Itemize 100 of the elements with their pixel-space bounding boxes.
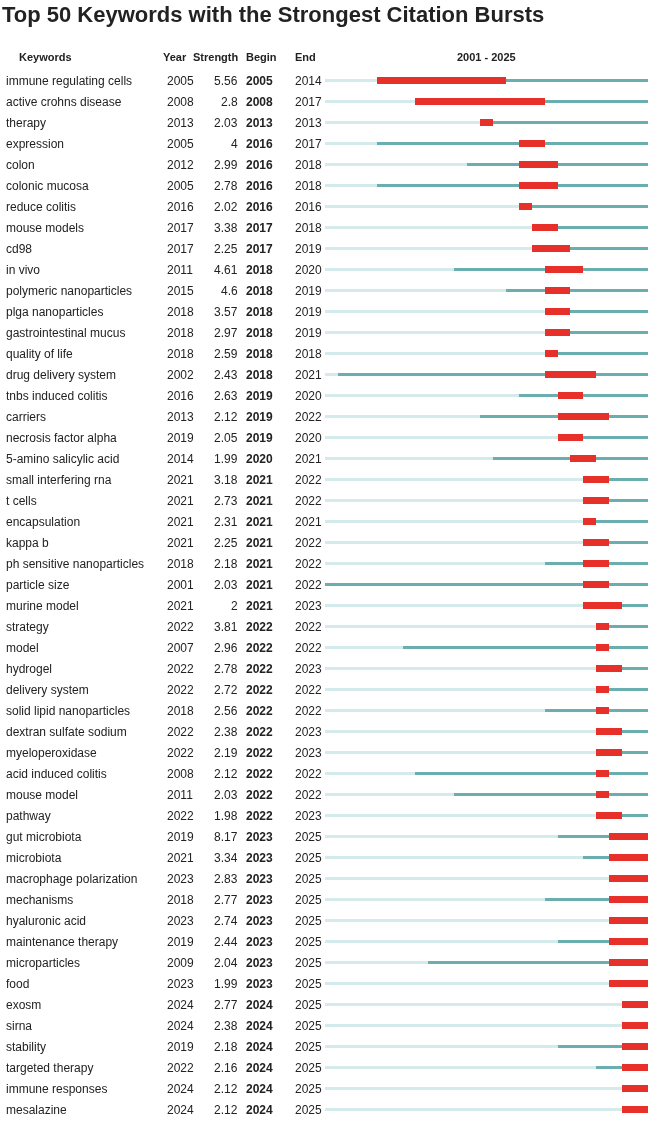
- bar: [325, 541, 584, 544]
- text: 2018: [295, 158, 323, 172]
- y-tick-label: solid lipid nanoparticles: [6, 704, 131, 718]
- bar: [609, 415, 648, 418]
- bar: [325, 247, 532, 250]
- bar: [609, 772, 648, 775]
- bar: [622, 730, 648, 733]
- bar: [583, 496, 610, 505]
- bar: [596, 373, 648, 376]
- text: 2.43: [214, 368, 238, 382]
- text: 2023: [295, 599, 323, 613]
- text: 2005: [167, 137, 195, 151]
- text: 2018: [246, 347, 274, 361]
- text: 2025: [295, 914, 323, 928]
- y-tick-label: in vivo: [6, 263, 41, 277]
- bar: [557, 1045, 623, 1048]
- bar: [609, 478, 648, 481]
- bar: [325, 142, 377, 145]
- bar: [609, 958, 648, 967]
- bar: [596, 748, 623, 757]
- text: Keywords: [19, 51, 72, 63]
- bar: [622, 1042, 648, 1051]
- y-tick-label: kappa b: [6, 536, 50, 550]
- y-tick-label: gastrointestinal mucus: [6, 326, 126, 340]
- text: 2018: [167, 704, 195, 718]
- text: 3.18: [214, 473, 238, 487]
- bar: [570, 289, 648, 292]
- text: 2023: [295, 725, 323, 739]
- bar: [492, 121, 648, 124]
- bar: [325, 1108, 623, 1111]
- text: 2017: [246, 221, 274, 235]
- text: 2021: [246, 578, 274, 592]
- text: 2019: [167, 1040, 195, 1054]
- text: 2005: [167, 74, 195, 88]
- y-tick-label: expression: [6, 137, 65, 151]
- text: 2019: [246, 431, 274, 445]
- bar: [596, 643, 610, 652]
- text: 2022: [167, 620, 195, 634]
- bar: [609, 832, 648, 841]
- text: 2017: [295, 95, 323, 109]
- text: 8.17: [214, 830, 238, 844]
- bar: [325, 478, 584, 481]
- bar: [325, 184, 377, 187]
- bar: [325, 415, 481, 418]
- text: 2023: [167, 914, 195, 928]
- bar: [596, 457, 648, 460]
- bar: [325, 457, 493, 460]
- bar: [596, 664, 623, 673]
- text: 2021: [246, 557, 274, 571]
- bar: [325, 1003, 623, 1006]
- y-tick-label: polymeric nanoparticles: [6, 284, 133, 298]
- y-tick-label: colon: [6, 158, 35, 172]
- y-tick-label: ph sensitive nanoparticles: [6, 557, 145, 571]
- text: 2021: [246, 536, 274, 550]
- text: 2023: [246, 872, 274, 886]
- text: 2.99: [214, 158, 238, 172]
- text: 2023: [246, 956, 274, 970]
- text: 2012: [167, 158, 195, 172]
- bar: [583, 394, 648, 397]
- bar: [518, 160, 558, 169]
- text: 2.03: [214, 578, 238, 592]
- bar: [325, 982, 610, 985]
- text: 2022: [246, 725, 274, 739]
- text: 2021: [167, 851, 195, 865]
- y-tick-label: colonic mucosa: [6, 179, 90, 193]
- text: 2021: [167, 473, 195, 487]
- text: 2001: [167, 578, 195, 592]
- bar: [609, 937, 648, 946]
- y-tick-label: mechanisms: [6, 893, 74, 907]
- bar: [596, 1066, 623, 1069]
- text: 2025: [295, 893, 323, 907]
- text: 2022: [295, 620, 323, 634]
- bar: [570, 310, 648, 313]
- text: 2018: [295, 221, 323, 235]
- text: 2016: [246, 137, 274, 151]
- bar: [518, 181, 558, 190]
- text: 2.77: [214, 998, 238, 1012]
- y-tick-label: food: [6, 977, 30, 991]
- text: 2.77: [214, 893, 238, 907]
- text: 2018: [295, 347, 323, 361]
- bar: [518, 139, 545, 148]
- bar: [609, 541, 648, 544]
- bar: [583, 538, 610, 547]
- text: 5.56: [214, 74, 238, 88]
- bar: [544, 100, 648, 103]
- bar: [325, 772, 416, 775]
- text: 2018: [246, 326, 274, 340]
- y-tick-label: targeted therapy: [6, 1061, 94, 1075]
- y-tick-label: therapy: [6, 116, 47, 130]
- text: 2022: [295, 557, 323, 571]
- bar: [505, 79, 648, 82]
- text: 2022: [295, 641, 323, 655]
- text: 2025: [295, 1061, 323, 1075]
- text: 2.8: [221, 95, 239, 109]
- bar: [518, 202, 532, 211]
- text: 4.61: [214, 263, 238, 277]
- text: 2.38: [214, 1019, 238, 1033]
- bar: [570, 331, 648, 334]
- bar: [325, 520, 584, 523]
- text: 2019: [295, 242, 323, 256]
